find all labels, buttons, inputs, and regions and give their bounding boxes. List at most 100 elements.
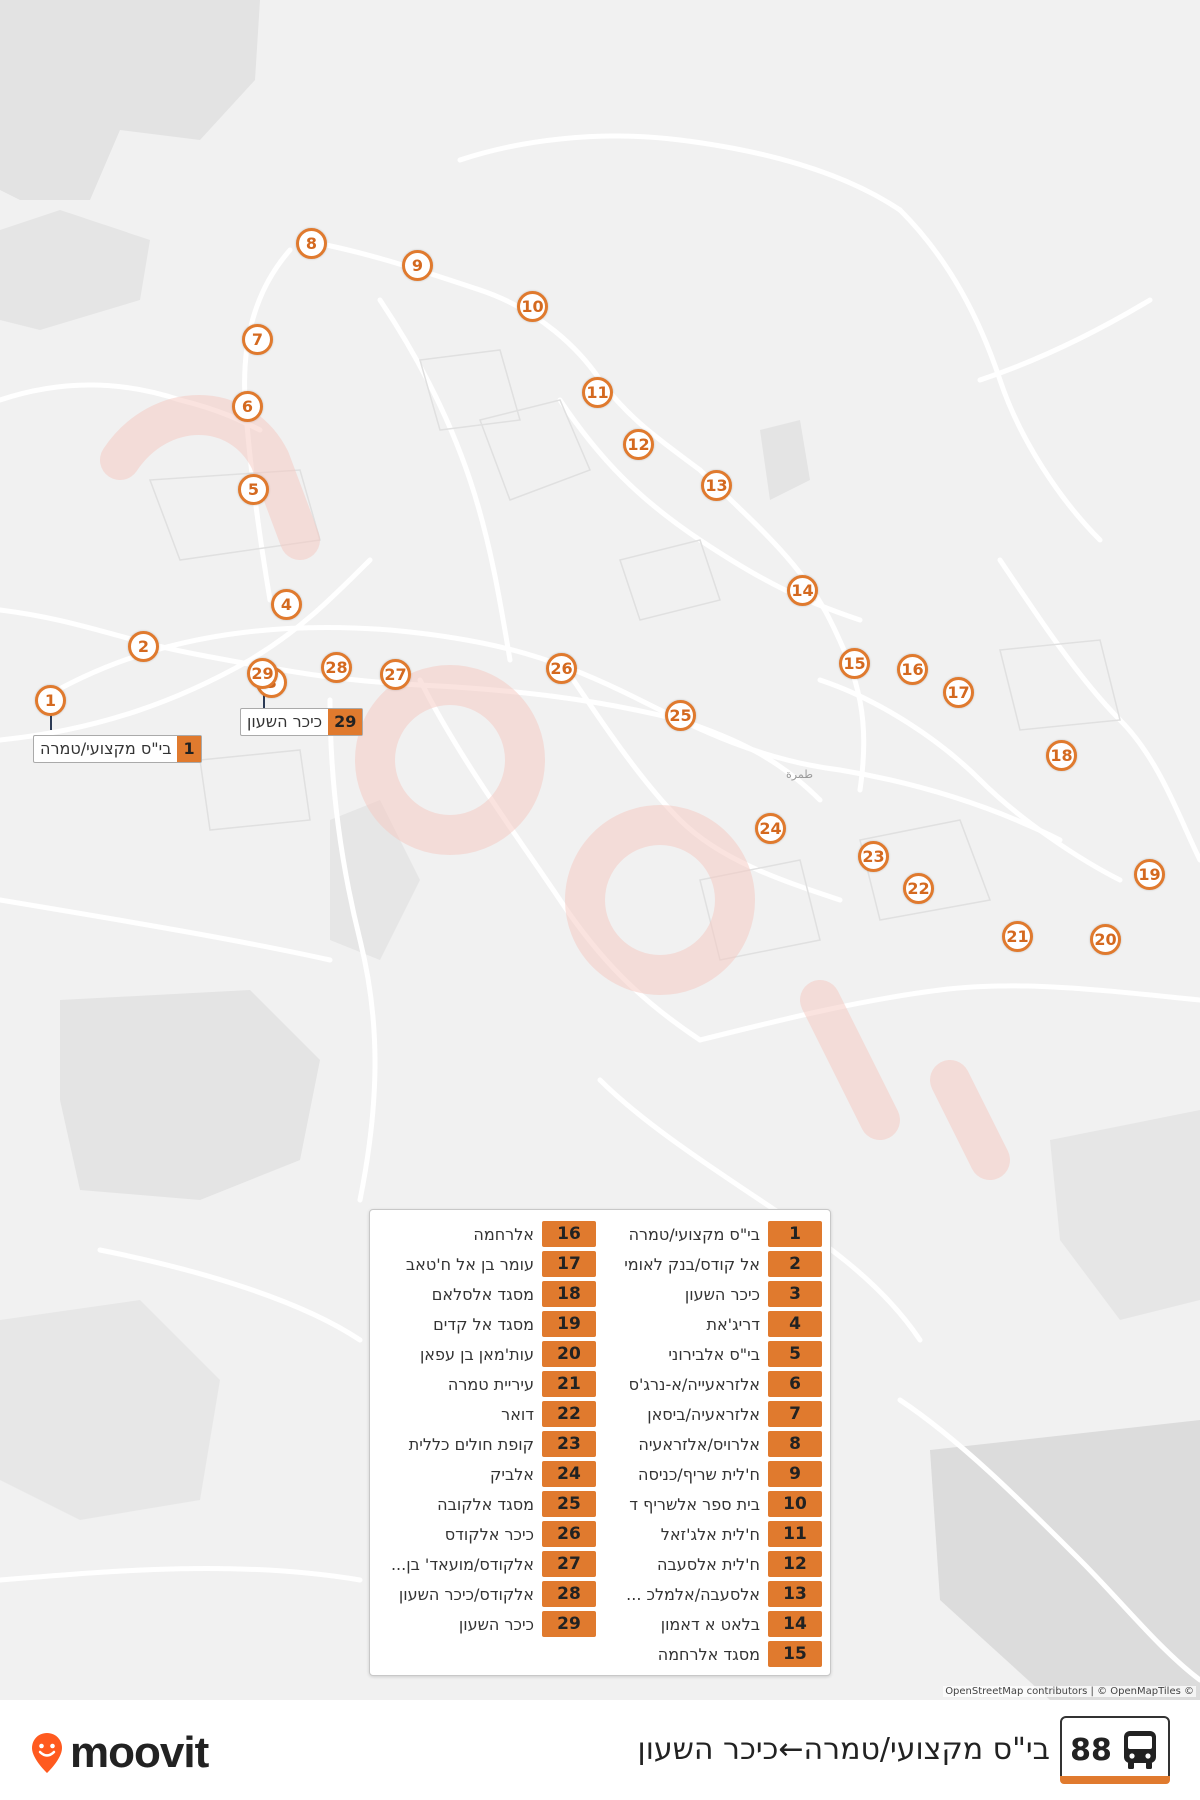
legend-row: 10 בית ספר אלשריף ד bbox=[610, 1491, 822, 1517]
callout-stop-number: 29 bbox=[328, 709, 363, 735]
legend-stop-number: 2 bbox=[768, 1251, 822, 1277]
legend-stop-number: 25 bbox=[542, 1491, 596, 1517]
legend-row: 11 ח'לית אלג'זאל bbox=[610, 1521, 822, 1547]
legend-stop-number: 13 bbox=[768, 1581, 822, 1607]
callout-stop-name: בי"ס מקצועי/טמרה bbox=[40, 739, 172, 758]
legend-stop-name: אלביק bbox=[490, 1464, 534, 1484]
stop-marker-24[interactable]: 24 bbox=[755, 813, 786, 844]
stop-marker-7[interactable]: 7 bbox=[242, 324, 273, 355]
legend-stop-number: 6 bbox=[768, 1371, 822, 1397]
callout-stop-number: 1 bbox=[177, 736, 201, 762]
legend-stop-number: 12 bbox=[768, 1551, 822, 1577]
legend-stop-name: בי"ס מקצועי/טמרה bbox=[628, 1224, 760, 1244]
legend-row: 20 עות'מאן בן עפאן bbox=[384, 1341, 596, 1367]
legend-row: 14 בלאט א דאמון bbox=[610, 1611, 822, 1637]
stop-marker-17[interactable]: 17 bbox=[943, 677, 974, 708]
legend-stop-name: מסגד אלקובה bbox=[437, 1494, 534, 1514]
stop-marker-5[interactable]: 5 bbox=[238, 474, 269, 505]
legend-stop-number: 11 bbox=[768, 1521, 822, 1547]
stop-marker-12[interactable]: 12 bbox=[623, 429, 654, 460]
stop-marker-16[interactable]: 16 bbox=[897, 654, 928, 685]
legend-row: 18 מסגד אלסלאם bbox=[384, 1281, 596, 1307]
callout-end-stop[interactable]: כיכר השעון 29 bbox=[240, 708, 364, 736]
stop-marker-19[interactable]: 19 bbox=[1134, 859, 1165, 890]
stop-marker-9[interactable]: 9 bbox=[402, 250, 433, 281]
legend-row: 25 מסגד אלקובה bbox=[384, 1491, 596, 1517]
legend-stop-number: 22 bbox=[542, 1401, 596, 1427]
legend-row: 13 אלסעבה/אלמלכ ... bbox=[610, 1581, 822, 1607]
route-number: 88 bbox=[1070, 1732, 1112, 1768]
legend-stop-number: 26 bbox=[542, 1521, 596, 1547]
legend-row: 16 אלרחמה bbox=[384, 1221, 596, 1247]
legend-stop-number: 14 bbox=[768, 1611, 822, 1637]
legend-stop-number: 19 bbox=[542, 1311, 596, 1337]
stop-marker-14[interactable]: 14 bbox=[787, 575, 818, 606]
stop-marker-25[interactable]: 25 bbox=[665, 700, 696, 731]
legend-stop-name: בי"ס אלבירוני bbox=[668, 1344, 760, 1364]
legend-stop-number: 16 bbox=[542, 1221, 596, 1247]
legend-stop-name: מסגד אלסלאם bbox=[431, 1284, 534, 1304]
legend-row: 2 אל קודס/בנק לאומי bbox=[610, 1251, 822, 1277]
legend-stop-name: ח'לית שריף/כניסה bbox=[638, 1464, 760, 1484]
stop-marker-15[interactable]: 15 bbox=[839, 648, 870, 679]
legend-stop-number: 21 bbox=[542, 1371, 596, 1397]
stop-marker-13[interactable]: 13 bbox=[701, 470, 732, 501]
legend-stop-name: עות'מאן בן עפאן bbox=[419, 1344, 534, 1364]
stop-marker-20[interactable]: 20 bbox=[1090, 924, 1121, 955]
stop-marker-4[interactable]: 4 bbox=[271, 589, 302, 620]
stop-marker-2[interactable]: 2 bbox=[128, 631, 159, 662]
stop-marker-18[interactable]: 18 bbox=[1046, 740, 1077, 771]
callout-pin-line bbox=[263, 690, 265, 708]
town-label: طمرة bbox=[786, 768, 813, 781]
legend-stop-name: אלזראעייה/א-נרג'ס bbox=[628, 1374, 760, 1394]
bus-icon bbox=[1123, 1731, 1156, 1769]
legend-row: 3 כיכר השעון bbox=[610, 1281, 822, 1307]
legend-stop-number: 10 bbox=[768, 1491, 822, 1517]
callout-start-stop[interactable]: בי"ס מקצועי/טמרה 1 bbox=[33, 735, 202, 763]
legend-stop-name: מסגד אל קדים bbox=[433, 1314, 534, 1334]
legend-stop-name: אלרחמה bbox=[473, 1224, 534, 1244]
legend-stop-number: 4 bbox=[768, 1311, 822, 1337]
stop-marker-1[interactable]: 1 bbox=[35, 685, 66, 716]
legend-row: 26 כיכר אלקודס bbox=[384, 1521, 596, 1547]
stop-marker-8[interactable]: 8 bbox=[296, 228, 327, 259]
stop-marker-22[interactable]: 22 bbox=[903, 873, 934, 904]
legend-row: 22 דואר bbox=[384, 1401, 596, 1427]
callout-stop-name: כיכר השעון bbox=[247, 712, 323, 731]
legend-stop-name: בית ספר אלשריף ד bbox=[629, 1494, 760, 1514]
map-attribution[interactable]: OpenStreetMap contributors | © OpenMapTi… bbox=[943, 1686, 1196, 1697]
stop-marker-23[interactable]: 23 bbox=[858, 841, 889, 872]
legend-stop-name: אלרויס/אלזראעיה bbox=[638, 1434, 760, 1454]
legend-stop-number: 9 bbox=[768, 1461, 822, 1487]
legend-row: 15 מסגד אלרחמה bbox=[610, 1641, 822, 1667]
legend-stop-name: כיכר השעון bbox=[458, 1614, 534, 1634]
stop-marker-10[interactable]: 10 bbox=[517, 291, 548, 322]
stop-marker-27[interactable]: 27 bbox=[380, 659, 411, 690]
legend-row: 12 ח'לית אלסעבה bbox=[610, 1551, 822, 1577]
legend-row: 5 בי"ס אלבירוני bbox=[610, 1341, 822, 1367]
legend-row: 4 דריג'את bbox=[610, 1311, 822, 1337]
stop-marker-11[interactable]: 11 bbox=[582, 377, 613, 408]
legend-row: 28 אלקודס/כיכר השעון bbox=[384, 1581, 596, 1607]
legend-stop-number: 7 bbox=[768, 1401, 822, 1427]
stop-marker-29[interactable]: 29 bbox=[247, 658, 278, 689]
legend-stop-name: בלאט א דאמון bbox=[660, 1614, 760, 1634]
stop-marker-21[interactable]: 21 bbox=[1002, 921, 1033, 952]
legend-stop-number: 17 bbox=[542, 1251, 596, 1277]
legend-stop-name: אלזראעיה/ביסאן bbox=[647, 1404, 760, 1424]
legend-row: 9 ח'לית שריף/כניסה bbox=[610, 1461, 822, 1487]
legend-row: 19 מסגד אל קדים bbox=[384, 1311, 596, 1337]
legend-row: 29 כיכר השעון bbox=[384, 1611, 596, 1637]
legend-stop-number: 28 bbox=[542, 1581, 596, 1607]
callout-pin-line bbox=[50, 712, 52, 730]
moovit-logo[interactable]: moovit bbox=[30, 1728, 209, 1778]
legend-stop-number: 8 bbox=[768, 1431, 822, 1457]
legend-stop-number: 27 bbox=[542, 1551, 596, 1577]
stop-marker-28[interactable]: 28 bbox=[321, 652, 352, 683]
legend-row: 7 אלזראעיה/ביסאן bbox=[610, 1401, 822, 1427]
legend-stop-name: מסגד אלרחמה bbox=[657, 1644, 760, 1664]
route-badge[interactable]: 88 bbox=[1060, 1716, 1170, 1784]
stop-marker-26[interactable]: 26 bbox=[546, 653, 577, 684]
stop-marker-6[interactable]: 6 bbox=[232, 391, 263, 422]
